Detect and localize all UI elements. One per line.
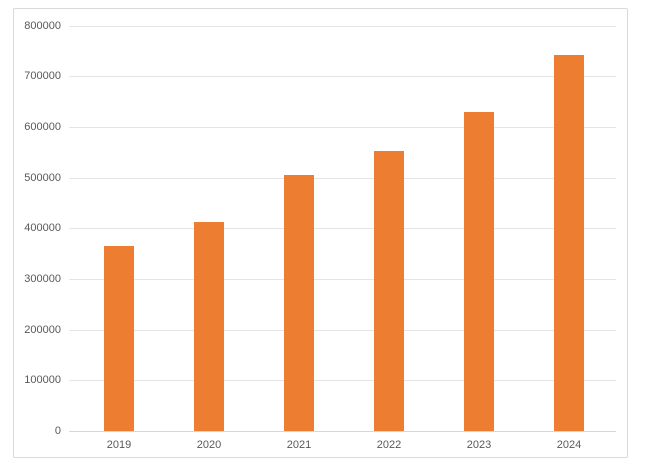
- x-axis-line: [69, 431, 616, 432]
- bar-2024[interactable]: [554, 55, 584, 431]
- plot-area: 0 100000 200000 300000 400000 500000 600000 700…: [14, 9, 627, 457]
- gridline: [69, 178, 616, 179]
- y-axis-tick-label: 800000: [24, 20, 61, 32]
- gridline: [69, 279, 616, 280]
- y-axis-tick-label: 0: [54, 425, 61, 437]
- gridline: [69, 380, 616, 381]
- bar-2023[interactable]: [464, 112, 494, 431]
- x-axis-category-label: 2021: [286, 439, 312, 451]
- gridline: [69, 127, 616, 128]
- y-axis-tick-label: 500000: [24, 172, 61, 184]
- y-axis-tick-label: 600000: [24, 121, 61, 133]
- y-axis-tick-label: 700000: [24, 70, 61, 82]
- bar-2019[interactable]: [104, 246, 134, 431]
- bar-2022[interactable]: [374, 151, 404, 431]
- x-axis-category-label: 2019: [106, 439, 132, 451]
- x-axis-category-label: 2023: [466, 439, 492, 451]
- y-axis-tick-label: 100000: [24, 374, 61, 386]
- gridline: [69, 228, 616, 229]
- bar-2020[interactable]: [194, 222, 224, 431]
- y-axis-tick-label: 400000: [24, 222, 61, 234]
- gridline: [69, 26, 616, 27]
- gridline: [69, 76, 616, 77]
- x-axis-category-label: 2024: [556, 439, 582, 451]
- y-axis-tick-label: 200000: [24, 324, 61, 336]
- x-axis-category-label: 2020: [196, 439, 222, 451]
- bar-2021[interactable]: [284, 175, 314, 431]
- gridline: [69, 330, 616, 331]
- x-axis-category-label: 2022: [376, 439, 402, 451]
- y-axis-tick-label: 300000: [24, 273, 61, 285]
- chart-frame[interactable]: 0 100000 200000 300000 400000 500000 600000 700…: [13, 8, 628, 458]
